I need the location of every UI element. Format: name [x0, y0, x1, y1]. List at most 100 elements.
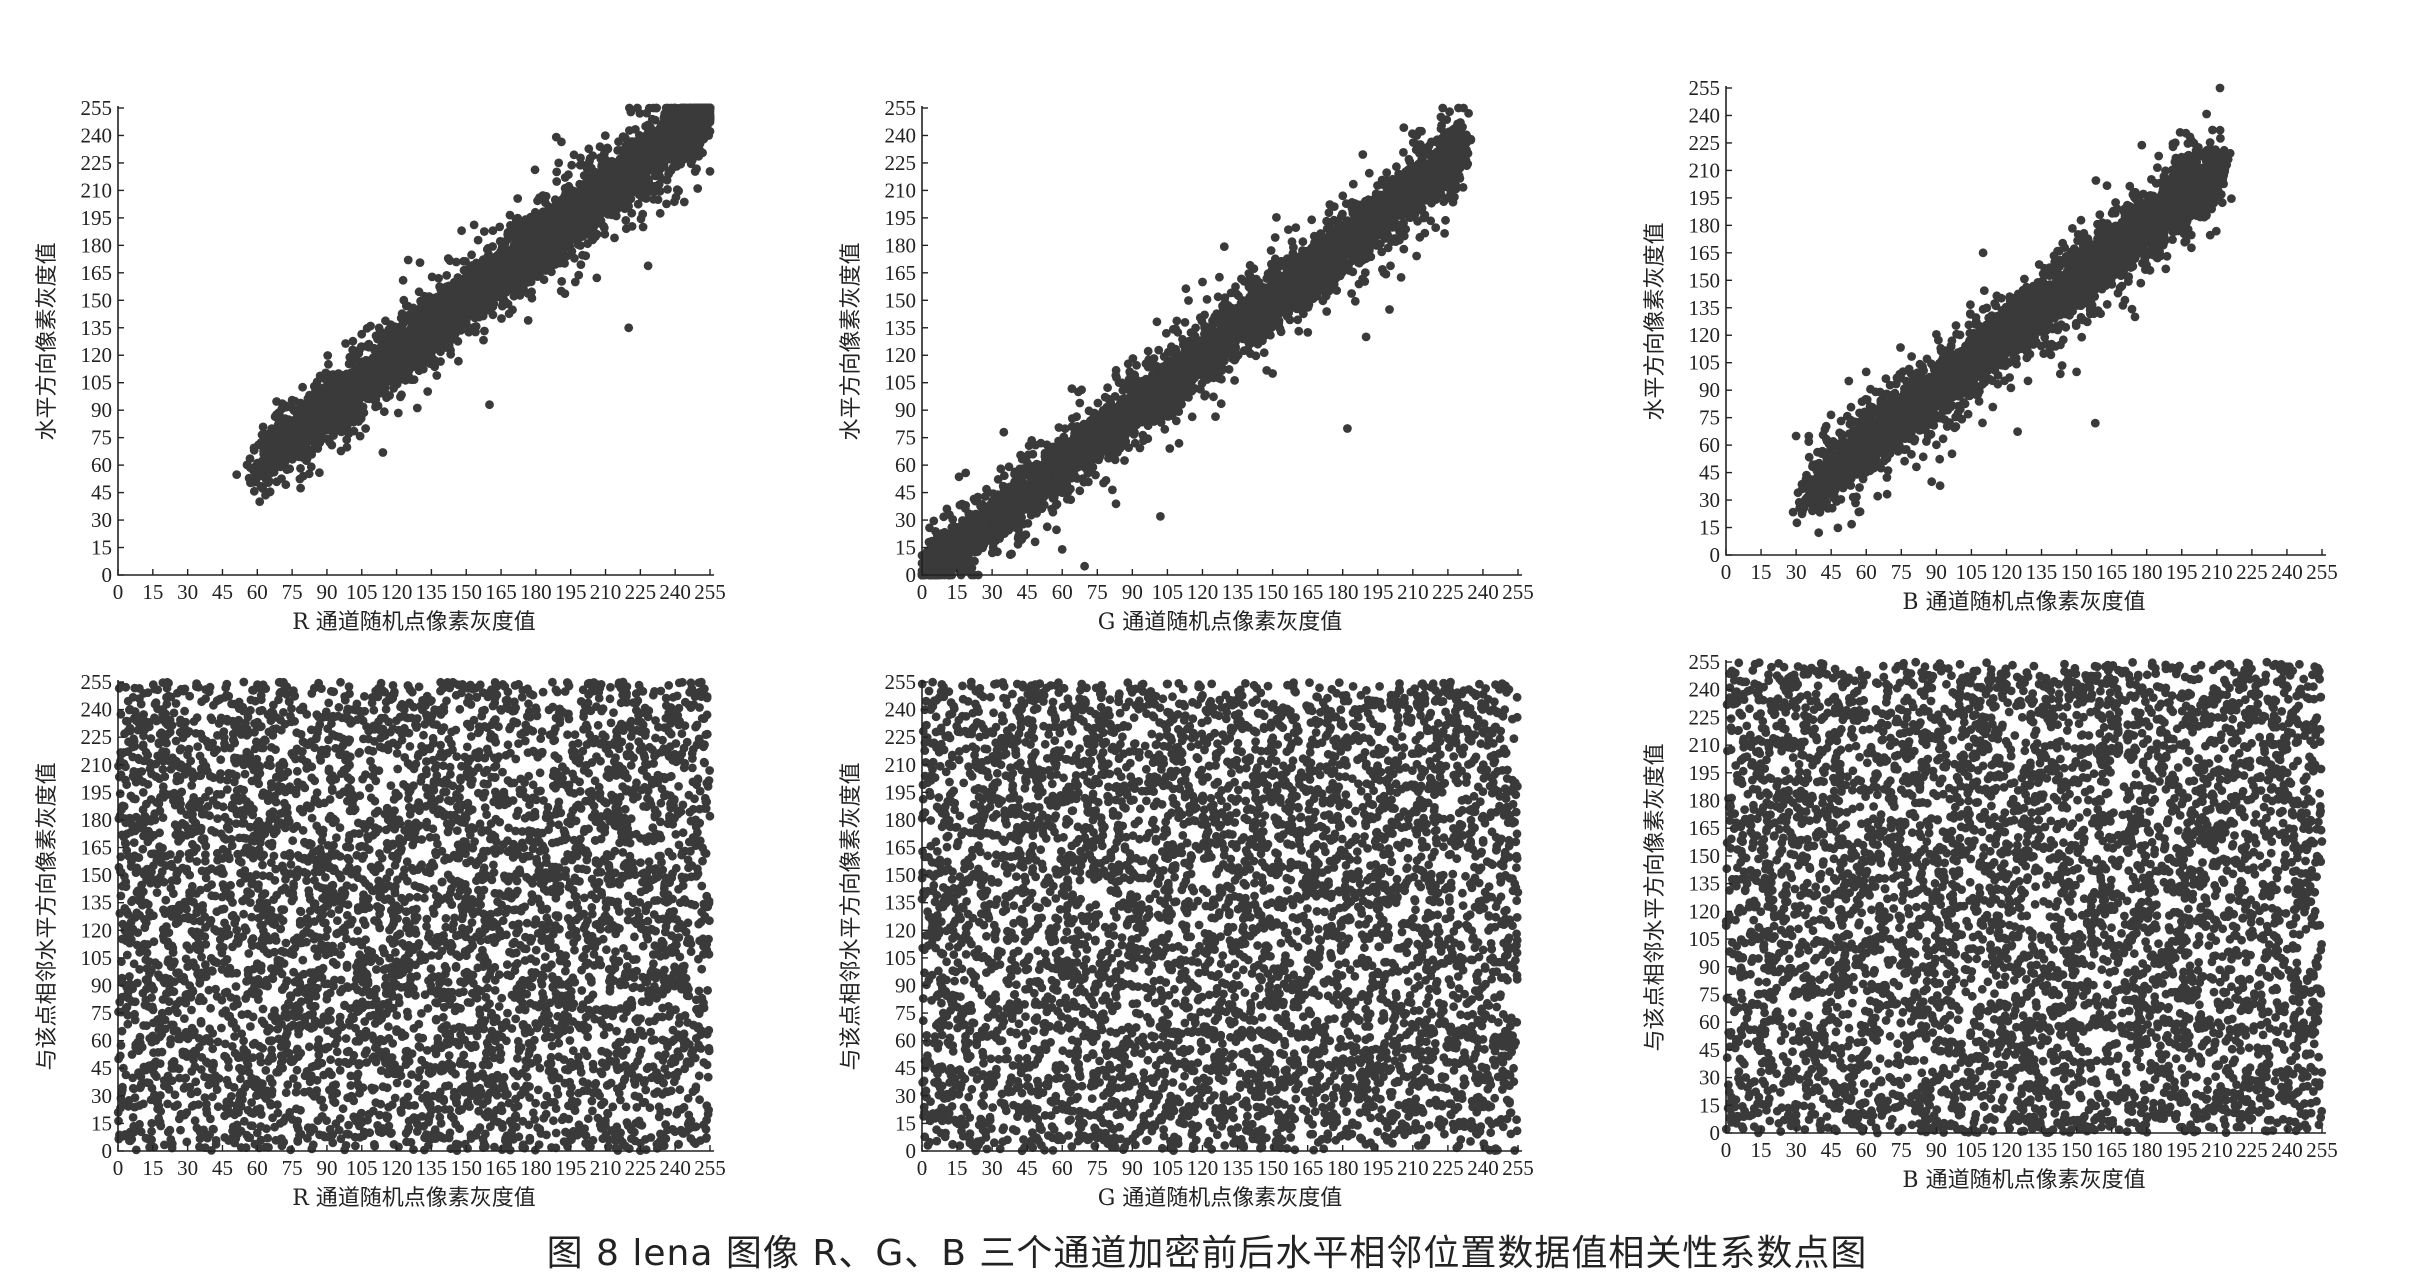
data-point: [467, 250, 476, 260]
data-point: [693, 184, 703, 193]
data-point: [552, 177, 562, 186]
data-point: [678, 118, 687, 128]
data-point: [630, 144, 639, 154]
data-point: [521, 215, 531, 224]
data-point: [462, 266, 472, 276]
data-point: [536, 238, 545, 248]
data-point: [583, 239, 592, 249]
data-point: [649, 194, 658, 204]
data-point: [432, 331, 441, 341]
data-point: [699, 134, 709, 143]
data-point: [381, 316, 390, 326]
data-point: [481, 271, 491, 281]
data-point: [296, 483, 305, 493]
data-point: [314, 417, 323, 426]
data-point: [415, 258, 425, 267]
data-point: [496, 282, 505, 291]
data-point: [462, 315, 471, 325]
data-point: [295, 448, 305, 458]
data-point: [552, 167, 562, 177]
data-point: [324, 359, 333, 369]
data-point: [244, 473, 254, 483]
data-point: [275, 440, 284, 449]
data-point: [493, 254, 503, 264]
data-point: [380, 346, 390, 356]
data-point: [596, 171, 605, 181]
data-point: [355, 431, 365, 441]
data-point: [499, 270, 509, 280]
data-point: [663, 144, 673, 154]
data-point: [577, 204, 587, 214]
data-point: [558, 211, 568, 221]
data-point: [268, 431, 278, 440]
data-point: [375, 388, 385, 398]
data-point: [442, 323, 451, 332]
data-point: [397, 371, 407, 380]
data-point: [454, 356, 463, 366]
data-point: [442, 271, 452, 280]
data-point: [664, 169, 673, 179]
data-point: [405, 375, 415, 384]
data-point: [633, 199, 643, 209]
data-point: [620, 178, 630, 188]
data-point: [514, 227, 524, 237]
data-point: [429, 300, 438, 310]
data-point: [398, 275, 408, 285]
data-point: [264, 451, 273, 461]
data-point: [392, 352, 402, 362]
data-point: [371, 359, 380, 368]
data-point: [581, 219, 590, 228]
data-point: [501, 250, 511, 259]
data-point: [600, 131, 610, 141]
data-point: [274, 408, 284, 417]
data-point: [393, 408, 403, 418]
data-point: [405, 309, 415, 319]
data-point: [488, 310, 498, 320]
data-point: [643, 261, 653, 271]
data-point: [570, 253, 579, 263]
data-point: [378, 354, 388, 363]
data-point: [381, 362, 391, 372]
data-point: [642, 172, 651, 182]
data-point: [591, 217, 601, 226]
data-point: [471, 327, 480, 337]
data-point: [342, 435, 352, 444]
data-point: [588, 188, 597, 198]
data-point: [417, 326, 426, 336]
data-point: [530, 165, 540, 175]
data-point: [506, 229, 516, 239]
data-point: [663, 185, 672, 194]
data-point: [351, 350, 361, 360]
data-point: [567, 160, 577, 170]
data-point: [469, 220, 479, 230]
data-point: [557, 277, 567, 286]
data-point: [279, 455, 289, 464]
data-point: [451, 279, 461, 289]
data-point: [620, 204, 630, 214]
scatter-panel-1: 0 15 30 45 60 75 90 105 120 135 150 165 180 195 210 225…: [35, 96, 726, 635]
data-point: [427, 353, 437, 363]
data-point: [319, 383, 329, 393]
data-point: [650, 167, 660, 177]
data-point: [323, 351, 333, 360]
data-point: [257, 430, 267, 440]
data-point: [625, 103, 634, 113]
data-point: [286, 438, 295, 448]
data-point: [569, 150, 579, 160]
data-point: [306, 462, 316, 472]
data-point: [633, 103, 642, 113]
data-point: [304, 428, 313, 438]
data-point: [473, 235, 483, 245]
data-point: [506, 221, 515, 230]
data-point: [641, 188, 651, 198]
data-point: [557, 200, 567, 210]
data-point: [282, 417, 292, 427]
data-point: [672, 185, 682, 195]
data-point: [287, 447, 297, 456]
data-point: [397, 390, 406, 400]
data-point: [647, 114, 657, 124]
data-point: [443, 254, 453, 263]
data-point: [660, 109, 670, 119]
data-point: [287, 395, 297, 405]
data-point: [546, 250, 556, 260]
